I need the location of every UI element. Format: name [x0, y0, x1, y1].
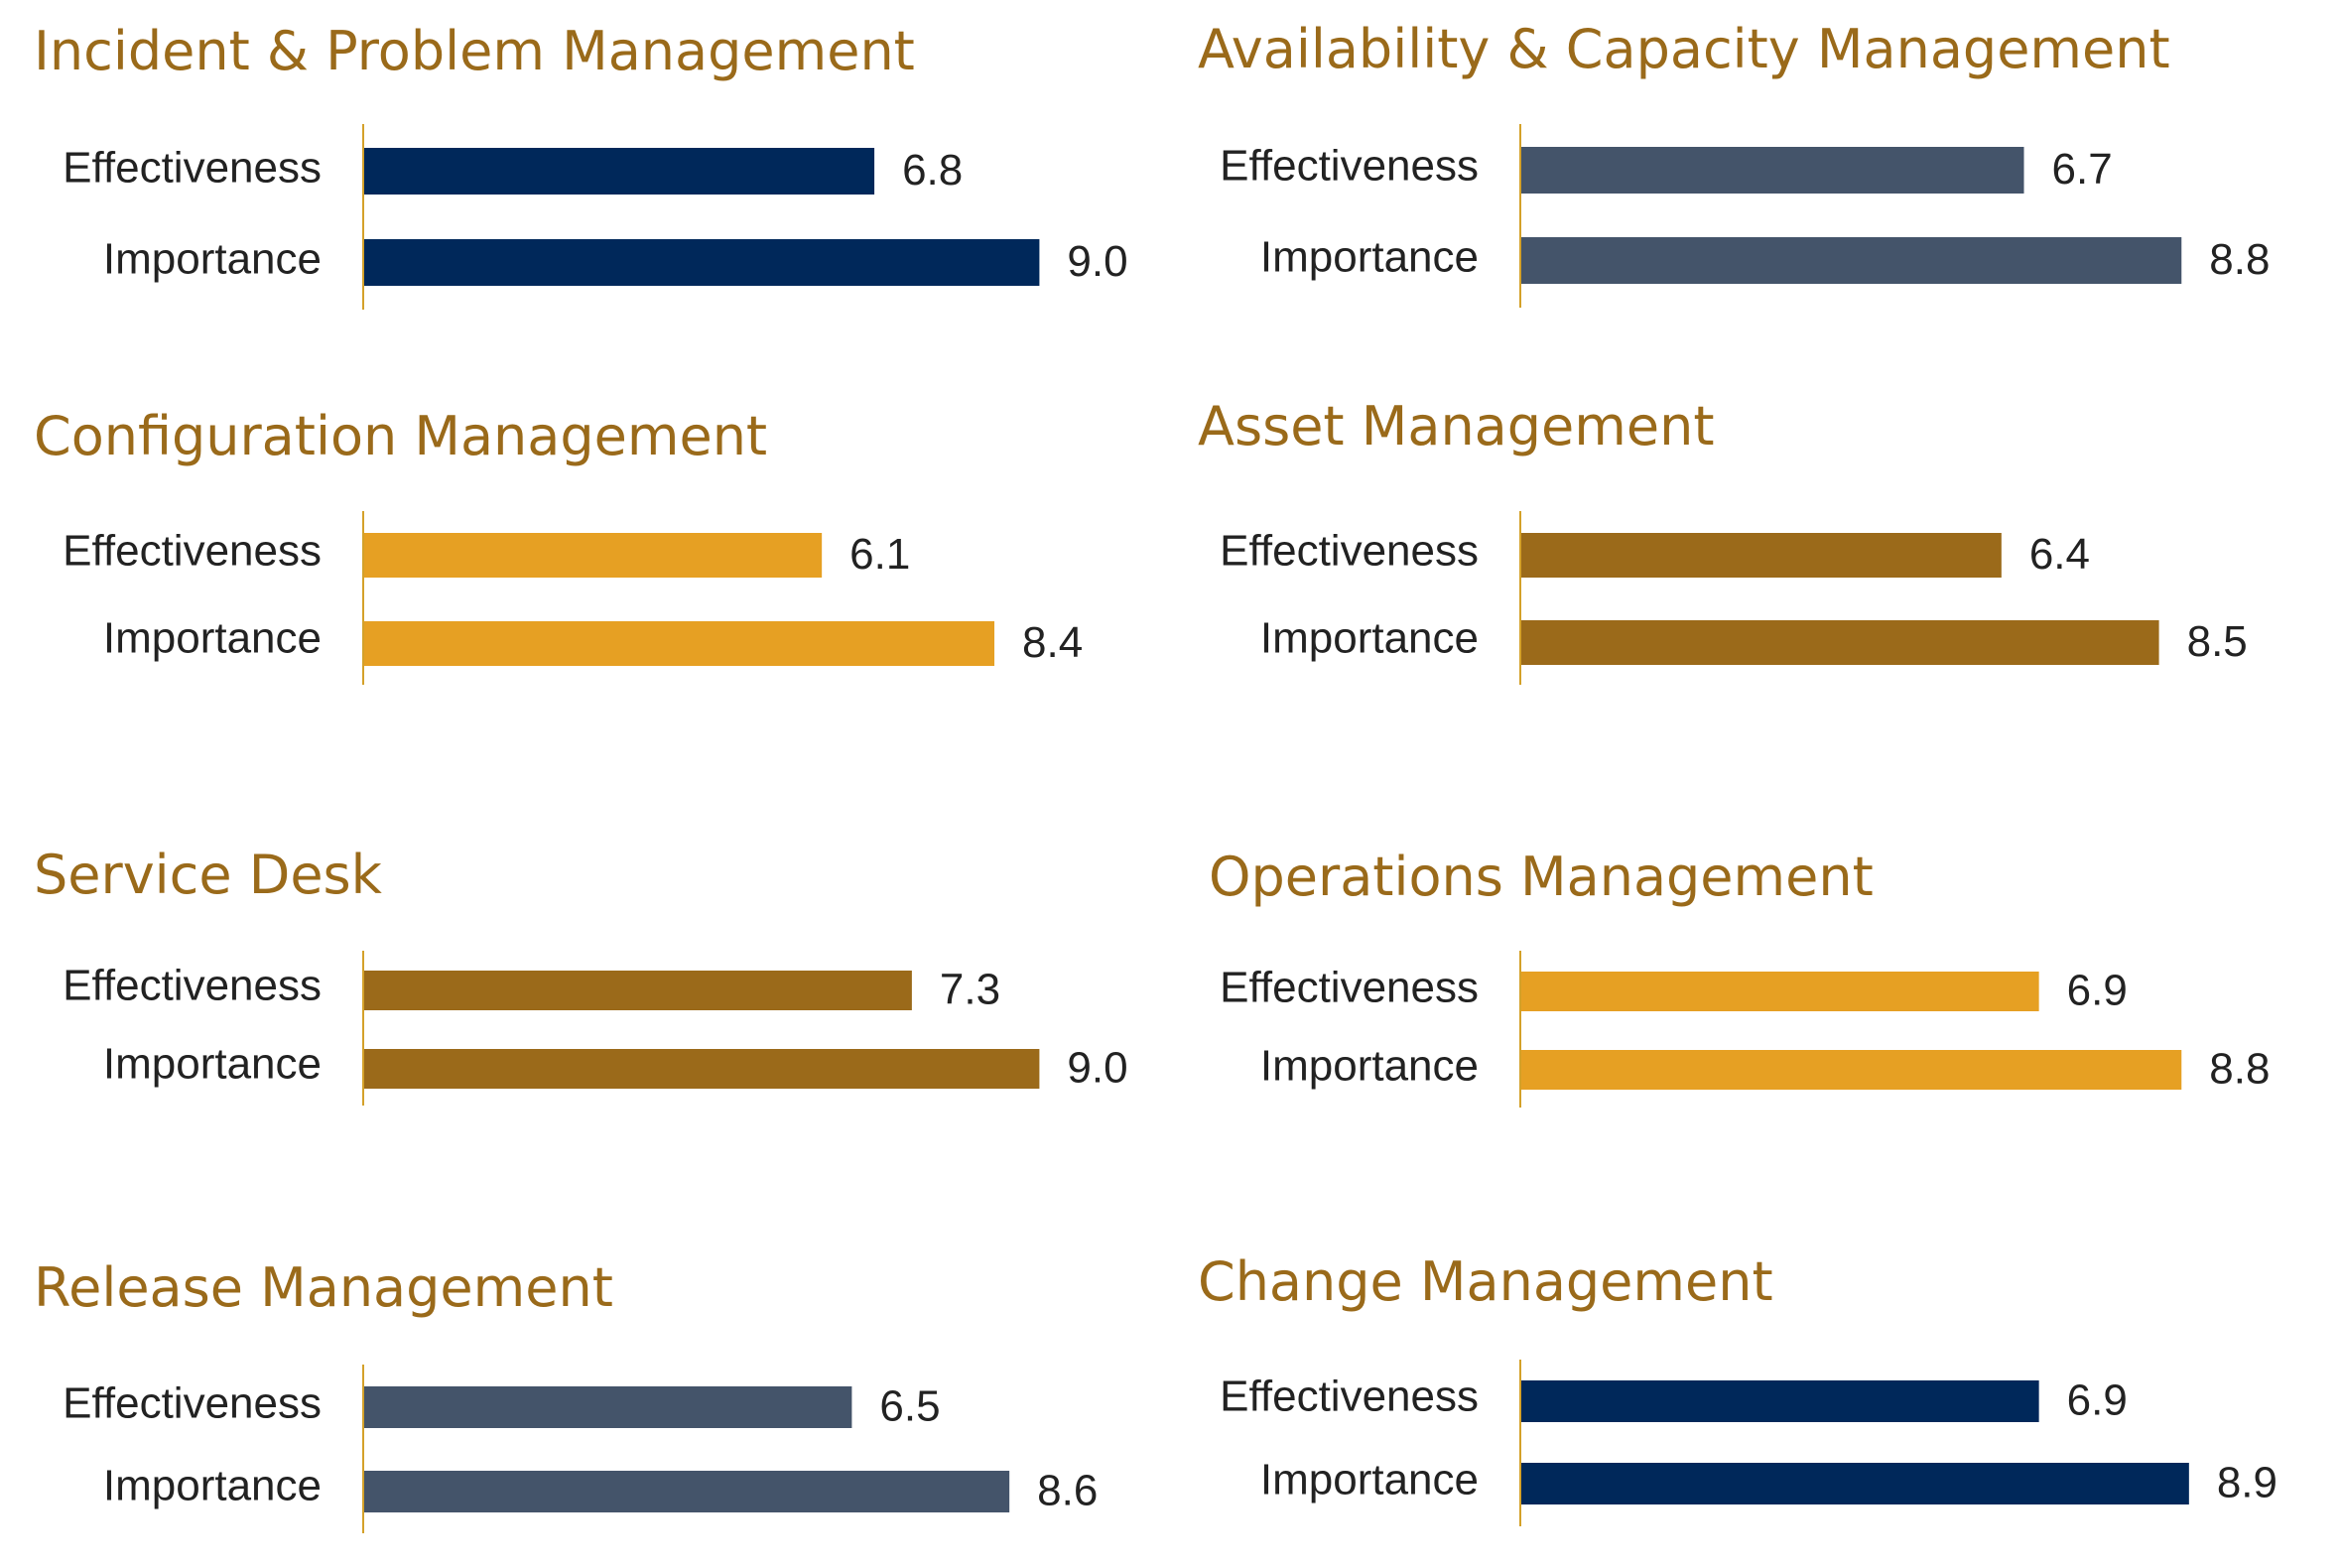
data-label-importance: 8.5	[2187, 617, 2248, 666]
data-label-effectiveness: 6.7	[2052, 145, 2113, 194]
bar-effectiveness	[364, 1386, 852, 1428]
chart-title: Incident & Problem Management	[34, 20, 915, 82]
chart-title: Availability & Capacity Management	[1198, 18, 2170, 80]
data-label-effectiveness: 6.1	[849, 530, 910, 579]
data-label-importance: 8.6	[1037, 1467, 1098, 1515]
data-label-importance: 9.0	[1067, 1044, 1127, 1093]
category-label-importance: Importance	[103, 614, 322, 663]
bar-importance	[364, 1471, 1010, 1512]
chart-panel-service-desk: Service Desk Effectiveness 7.3 Importance 9.…	[34, 844, 1128, 1106]
bar-importance	[1521, 620, 2159, 665]
data-label-effectiveness: 6.9	[2067, 967, 2128, 1015]
bar-effectiveness	[1521, 1380, 2039, 1422]
category-label-importance: Importance	[103, 235, 322, 284]
bar-effectiveness	[1521, 147, 2024, 194]
chart-title: Release Management	[34, 1256, 613, 1319]
chart-title: Asset Management	[1198, 395, 1715, 457]
data-label-importance: 8.4	[1022, 618, 1083, 667]
bar-importance	[1521, 1463, 2189, 1504]
data-label-effectiveness: 6.9	[2067, 1376, 2128, 1425]
category-label-effectiveness: Effectiveness	[63, 527, 322, 576]
bar-importance	[364, 1049, 1040, 1089]
chart-title: Service Desk	[34, 844, 383, 906]
bar-effectiveness	[1521, 972, 2039, 1011]
chart-panel-change-management: Change Management Effectiveness 6.9 Importa…	[1198, 1250, 2277, 1526]
bar-effectiveness	[364, 533, 823, 578]
category-label-effectiveness: Effectiveness	[1220, 142, 1479, 191]
chart-panel-asset-management: Asset Management Effectiveness 6.4 Importan…	[1198, 395, 2248, 685]
data-label-importance: 9.0	[1067, 237, 1127, 286]
category-label-effectiveness: Effectiveness	[63, 962, 322, 1010]
bar-importance	[364, 239, 1040, 286]
bar-effectiveness	[1521, 533, 2002, 578]
category-label-importance: Importance	[103, 1040, 322, 1089]
bar-importance	[1521, 1050, 2182, 1090]
category-label-effectiveness: Effectiveness	[1220, 1372, 1479, 1421]
category-label-effectiveness: Effectiveness	[63, 1379, 322, 1428]
data-label-effectiveness: 6.8	[902, 146, 963, 195]
bar-importance	[364, 621, 995, 666]
bar-effectiveness	[364, 148, 875, 195]
chart-panel-operations-management: Operations Management Effectiveness 6.9 Imp…	[1209, 846, 2270, 1108]
chart-panel-configuration-management: Configuration Management Effectiveness 6.1…	[34, 405, 1083, 685]
chart-panel-availability-and-capacity-management: Availability & Capacity Management Effect…	[1198, 18, 2270, 308]
category-label-importance: Importance	[1260, 1042, 1479, 1091]
data-label-effectiveness: 6.4	[2029, 530, 2090, 579]
chart-title: Configuration Management	[34, 405, 767, 467]
category-label-effectiveness: Effectiveness	[63, 144, 322, 193]
data-label-importance: 8.8	[2209, 235, 2270, 284]
chart-panel-incident-and-problem-management: Incident & Problem Management Effectivene…	[34, 20, 1128, 310]
data-label-importance: 8.9	[2217, 1459, 2277, 1507]
data-label-importance: 8.8	[2209, 1045, 2270, 1094]
chart-panel-release-management: Release Management Effectiveness 6.5 Import…	[34, 1256, 1098, 1533]
data-label-effectiveness: 7.3	[940, 966, 1000, 1014]
data-label-effectiveness: 6.5	[879, 1382, 940, 1431]
category-label-importance: Importance	[103, 1462, 322, 1510]
bar-importance	[1521, 237, 2182, 284]
chart-title: Operations Management	[1209, 846, 1874, 908]
category-label-importance: Importance	[1260, 614, 1479, 663]
bar-effectiveness	[364, 971, 912, 1010]
chart-title: Change Management	[1198, 1250, 1773, 1313]
category-label-effectiveness: Effectiveness	[1220, 964, 1479, 1012]
category-label-effectiveness: Effectiveness	[1220, 527, 1479, 576]
category-label-importance: Importance	[1260, 1456, 1479, 1504]
category-label-importance: Importance	[1260, 233, 1479, 282]
